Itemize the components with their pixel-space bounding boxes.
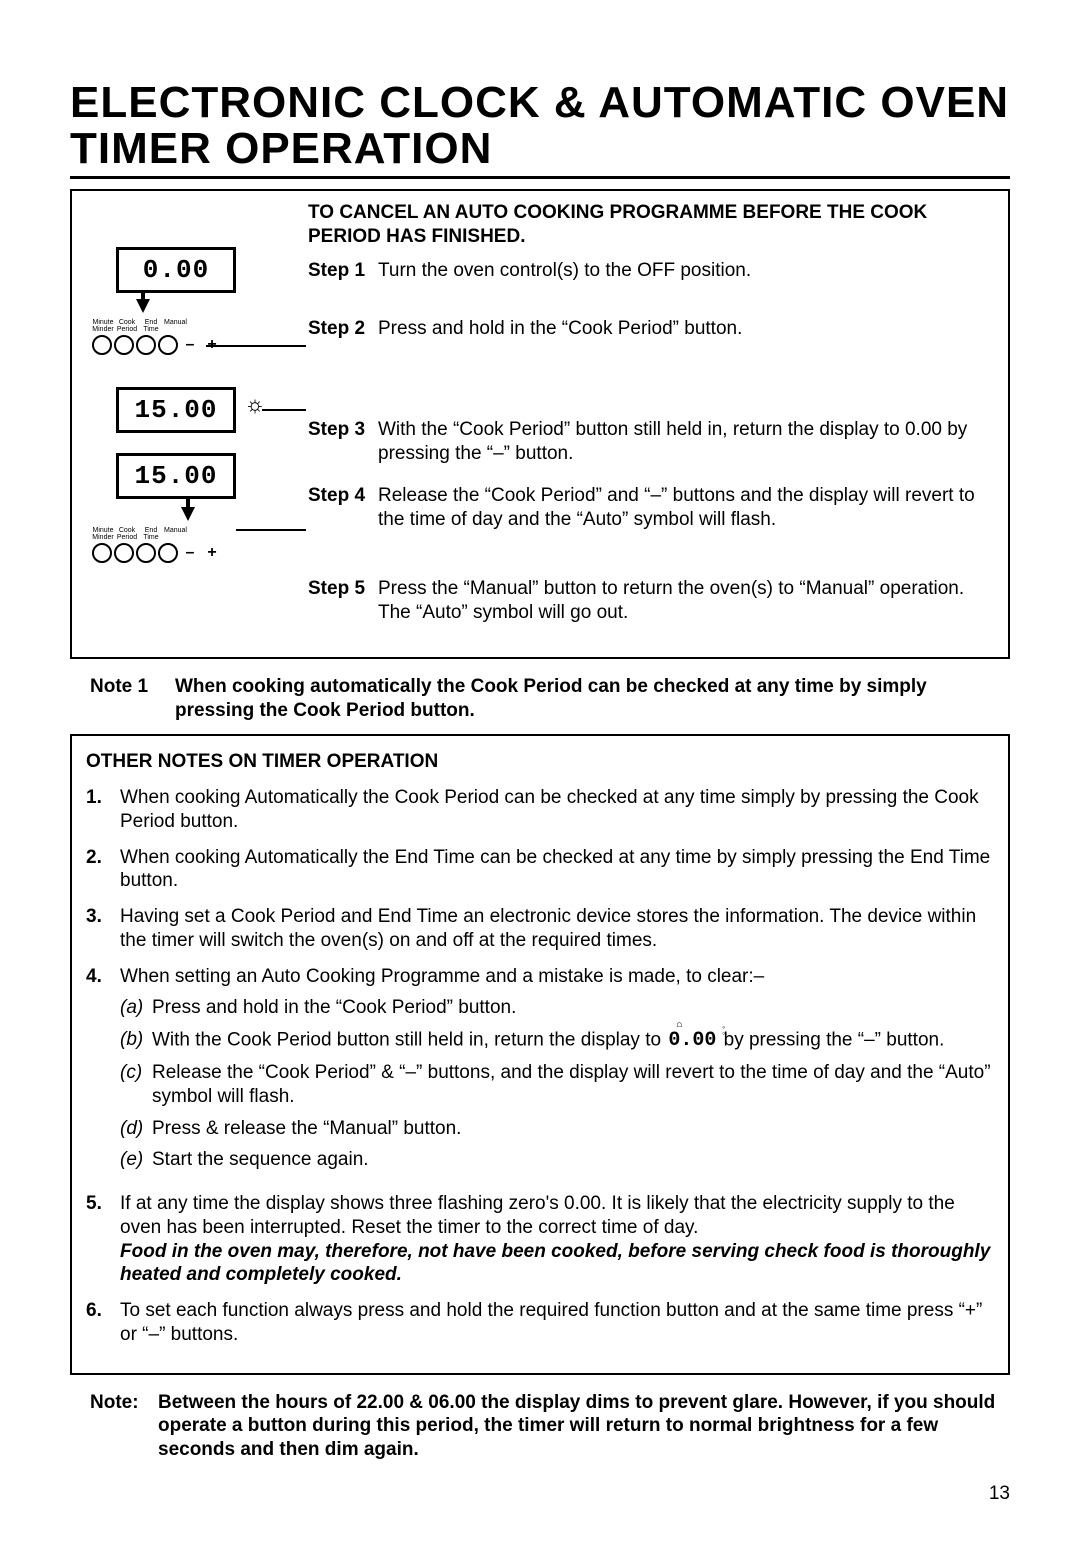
knob-icon	[114, 543, 134, 563]
note-text: Between the hours of 22.00 & 06.00 the d…	[158, 1391, 1000, 1462]
step-text: Turn the oven control(s) to the OFF posi…	[378, 259, 994, 283]
page-number: 13	[70, 1482, 1010, 1506]
knob-label: Cook Period	[116, 319, 138, 333]
step-label: Step 4	[308, 484, 378, 532]
knob-label: End Time	[140, 527, 162, 541]
note-2: Note: Between the hours of 22.00 & 06.00…	[90, 1391, 1000, 1462]
sub-item-d: (d)Press & release the “Manual” button.	[120, 1117, 994, 1141]
sub-item-e: (e)Start the sequence again.	[120, 1148, 994, 1172]
knob-label: Cook Period	[116, 527, 138, 541]
step-label: Step 1	[308, 259, 378, 283]
step-text: Press the “Manual” button to return the …	[378, 577, 994, 625]
other-notes-section: OTHER NOTES ON TIMER OPERATION When cook…	[70, 734, 1010, 1374]
step-text: With the “Cook Period” button still held…	[378, 418, 994, 466]
step-label: Step 3	[308, 418, 378, 466]
steps-column: TO CANCEL AN AUTO COOKING PROGRAMME BEFO…	[308, 201, 994, 643]
sub-item-c: (c)Release the “Cook Period” & “–” butto…	[120, 1061, 994, 1109]
knob-icon	[136, 335, 156, 355]
knob-label: Minute Minder	[92, 319, 114, 333]
lcd-display-3: 15.00	[116, 453, 236, 499]
note-text: When setting an Auto Cooking Programme a…	[120, 965, 994, 1181]
knob-icon	[92, 543, 112, 563]
note-text: When cooking Automatically the End Time …	[120, 846, 994, 894]
knob-icon	[92, 335, 112, 355]
step-2: Step 2 Press and hold in the “Cook Perio…	[308, 317, 994, 341]
note-label: Note:	[90, 1391, 158, 1462]
step-3: Step 3 With the “Cook Period” button sti…	[308, 418, 994, 466]
page-title: ELECTRONIC CLOCK & AUTOMATIC OVEN TIMER …	[70, 80, 1010, 179]
step-text: Press and hold in the “Cook Period” butt…	[378, 317, 994, 341]
diagram-column: 0.00 Minute Minder Cook Period End Time …	[86, 201, 296, 643]
note-label: Note 1	[90, 675, 175, 723]
step-1: Step 1 Turn the oven control(s) to the O…	[308, 259, 994, 283]
plus-sign: +	[202, 543, 222, 563]
other-notes-heading: OTHER NOTES ON TIMER OPERATION	[86, 750, 994, 774]
note-text: To set each function always press and ho…	[120, 1299, 994, 1347]
cancel-section: 0.00 Minute Minder Cook Period End Time …	[70, 189, 1010, 659]
list-item: When setting an Auto Cooking Programme a…	[86, 965, 994, 1181]
inline-display-icon: ⌂0.00◦◦	[666, 1028, 718, 1053]
arrow-down-icon	[136, 299, 150, 313]
control-knobs-1: Minute Minder Cook Period End Time Manua…	[92, 319, 296, 355]
note-text: When cooking Automatically the Cook Peri…	[120, 786, 994, 834]
note-text: If at any time the display shows three f…	[120, 1192, 994, 1287]
step-4: Step 4 Release the “Cook Period” and “–”…	[308, 484, 994, 532]
knob-label: Manual	[164, 527, 186, 541]
note-1: Note 1 When cooking automatically the Co…	[90, 675, 1000, 723]
lcd-display-2: 15.00☼	[116, 387, 236, 433]
knob-label: End Time	[140, 319, 162, 333]
knob-icon	[136, 543, 156, 563]
knob-icon	[158, 335, 178, 355]
sub-item-a: (a)Press and hold in the “Cook Period” b…	[120, 996, 994, 1020]
list-item: When cooking Automatically the End Time …	[86, 846, 994, 894]
step-label: Step 2	[308, 317, 378, 341]
step-text: Release the “Cook Period” and “–” button…	[378, 484, 994, 532]
lcd-display-1: 0.00	[116, 247, 236, 293]
arrow-down-icon	[181, 507, 195, 521]
control-knobs-2: Minute Minder Cook Period End Time Manua…	[92, 527, 296, 563]
knob-icon	[114, 335, 134, 355]
list-item: If at any time the display shows three f…	[86, 1192, 994, 1287]
cancel-heading: TO CANCEL AN AUTO COOKING PROGRAMME BEFO…	[308, 201, 994, 249]
note-text: When cooking automatically the Cook Peri…	[175, 675, 1000, 723]
list-item: To set each function always press and ho…	[86, 1299, 994, 1347]
note-text: Having set a Cook Period and End Time an…	[120, 905, 994, 953]
minus-sign: –	[180, 543, 200, 563]
knob-label: Manual	[164, 319, 186, 333]
minus-sign: –	[180, 335, 200, 355]
knob-icon	[158, 543, 178, 563]
sub-item-b: (b) With the Cook Period button still he…	[120, 1028, 994, 1053]
auto-symbol-icon: ☼	[248, 392, 263, 422]
knob-label: Minute Minder	[92, 527, 114, 541]
step-5: Step 5 Press the “Manual” button to retu…	[308, 577, 994, 625]
list-item: When cooking Automatically the Cook Peri…	[86, 786, 994, 834]
step-label: Step 5	[308, 577, 378, 625]
list-item: Having set a Cook Period and End Time an…	[86, 905, 994, 953]
